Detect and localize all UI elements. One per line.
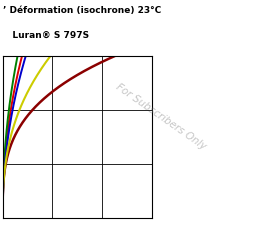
Text: For Subscribers Only: For Subscribers Only: [114, 82, 207, 152]
Text: ’ Déformation (isochrone) 23°C: ’ Déformation (isochrone) 23°C: [3, 6, 161, 15]
Text: Luran® S 797S: Luran® S 797S: [3, 30, 89, 39]
